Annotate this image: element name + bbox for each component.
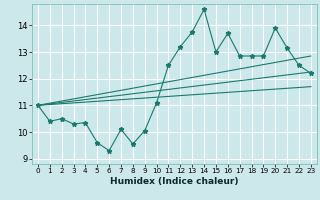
X-axis label: Humidex (Indice chaleur): Humidex (Indice chaleur) (110, 177, 239, 186)
